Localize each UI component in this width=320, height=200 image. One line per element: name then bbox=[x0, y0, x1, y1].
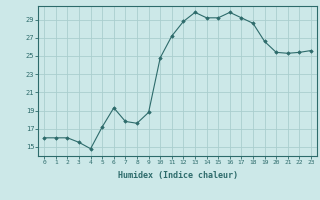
X-axis label: Humidex (Indice chaleur): Humidex (Indice chaleur) bbox=[118, 171, 238, 180]
